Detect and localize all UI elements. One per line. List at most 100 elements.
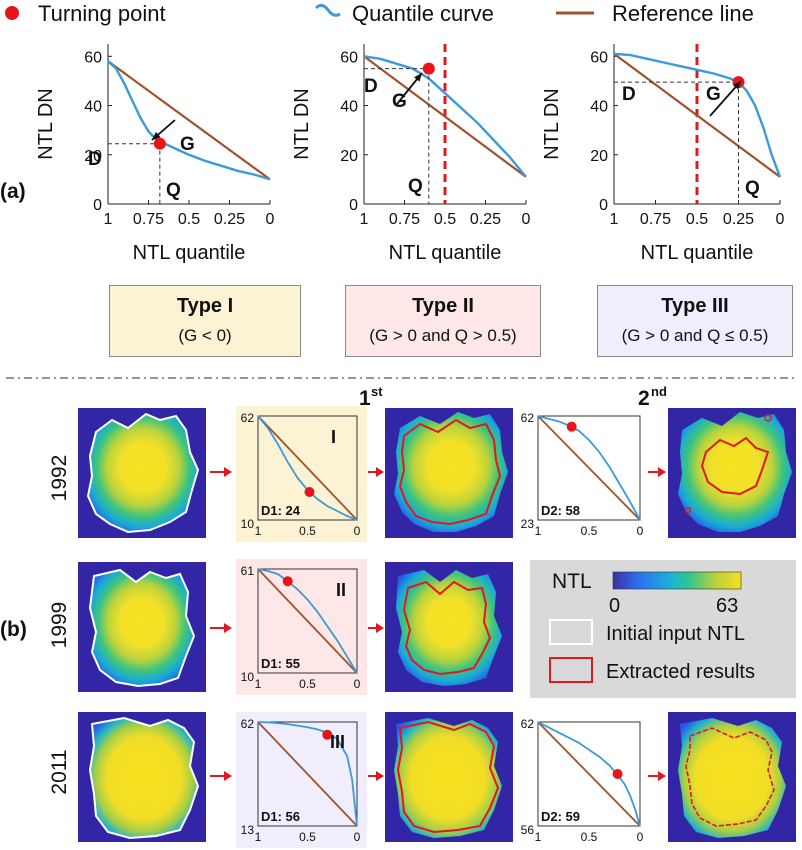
x-tick-label: 1	[255, 677, 262, 691]
map-1999-input	[78, 562, 206, 692]
map-2011-input	[78, 712, 206, 842]
y-tick-label-top: 62	[241, 717, 255, 731]
type-I-chart: 0 20 40 60 1 0.75 0.5 0.25 0 NTL quantile NTL DN D G…	[35, 44, 275, 264]
year-label-1999: 1999	[48, 602, 71, 649]
plot-frame	[257, 721, 358, 827]
type-I-condition: (G < 0)	[178, 326, 232, 345]
label-d: D	[88, 149, 102, 170]
y-tick-label: 60	[340, 49, 358, 66]
type-I-box: Type I (G < 0)	[109, 285, 301, 357]
y-axis-label: NTL DN	[541, 88, 563, 159]
quantile-curve-legend-marker	[314, 3, 341, 17]
y-axis-label: NTL DN	[291, 88, 313, 159]
g-arrow-head	[732, 81, 741, 90]
label-g: G	[392, 91, 407, 112]
x-tick-label: 0	[354, 524, 361, 538]
d-value-label: D1: 55	[261, 656, 300, 671]
y-tick-label: 0	[93, 197, 102, 214]
y-tick-label-top: 61	[241, 564, 255, 578]
stage-first-suffix: st	[371, 384, 383, 399]
type-II-title: Type II	[412, 295, 474, 317]
y-axis-label: NTL DN	[35, 88, 57, 159]
y-tick-label: 20	[340, 148, 358, 165]
type-II-condition: (G > 0 and Q > 0.5)	[369, 326, 517, 345]
type-I-title: Type I	[176, 295, 234, 317]
turning-point-legend-label: Turning point	[38, 1, 166, 26]
turning-point	[304, 487, 315, 497]
initial-ntl-label: Initial input NTL	[606, 623, 745, 645]
chart-2011-first: 62 13 1 0.5 0 III D1: 56	[236, 712, 367, 848]
y-tick-label-top: 62	[521, 717, 535, 731]
y-tick-label: 20	[84, 148, 102, 165]
reference-line	[257, 721, 358, 827]
y-tick-label-bottom: 10	[241, 517, 255, 531]
type-II-box: Type II (G > 0 and Q > 0.5)	[345, 285, 541, 357]
x-tick-label: 0.25	[723, 211, 754, 228]
turning-point	[422, 62, 435, 75]
g-arrow-head	[152, 131, 161, 140]
plot-frame	[257, 415, 358, 521]
panel-label-a: (a)	[0, 180, 26, 203]
label-q: Q	[408, 176, 423, 197]
y-tick-label-top: 62	[241, 411, 255, 425]
type-label: I	[331, 427, 336, 447]
x-tick-label: 1	[104, 211, 113, 228]
map-1992-second-result	[668, 408, 796, 538]
stage-second-number: 2	[638, 387, 650, 410]
x-tick-label: 0.75	[389, 211, 420, 228]
reference-line	[107, 60, 271, 181]
x-tick-label: 0.5	[434, 211, 456, 228]
quantile-curve	[363, 55, 527, 178]
arrow-1999-a	[210, 623, 232, 633]
extracted-results-label: Extracted results	[606, 661, 755, 683]
d-value-label: D2: 59	[541, 809, 580, 824]
reference-line	[257, 568, 358, 674]
x-tick-label: 0.5	[299, 677, 316, 691]
x-tick-label: 0.5	[581, 830, 598, 844]
y-tick-label: 60	[84, 49, 102, 66]
type-II-chart: 0 20 40 60 1 0.75 0.5 0.25 0 NTL quantile NTL DN DG…	[291, 44, 531, 264]
year-label-1992: 1992	[48, 455, 71, 502]
chart-2011-second: 62 56 1 0.5 0 D2: 59	[516, 712, 650, 848]
label-g: G	[706, 84, 721, 105]
x-axis-label: NTL quantile	[641, 242, 754, 264]
y-tick-label: 0	[349, 197, 358, 214]
y-tick-label: 40	[590, 99, 608, 116]
label-d: D	[622, 84, 636, 105]
x-tick-label: 0	[266, 211, 275, 228]
arrow-1999-b	[368, 623, 384, 633]
arrow-1992-a	[210, 467, 232, 477]
map-1999-first-result	[385, 562, 513, 692]
map-2011-second-result	[668, 712, 796, 842]
x-tick-label: 1	[535, 524, 542, 538]
x-tick-label: 0	[354, 830, 361, 844]
stage-heading-second: 2 nd	[638, 384, 667, 410]
ntl-colorbar	[612, 571, 742, 590]
chart-1992-second: 62 23 1 0.5 0 D2: 58	[516, 406, 650, 542]
x-tick-label: 0	[522, 211, 531, 228]
arrow-2011-d	[648, 771, 666, 781]
x-tick-label: 0.5	[299, 830, 316, 844]
y-tick-label-bottom: 13	[241, 823, 255, 837]
type-III-condition: (G > 0 and Q ≤ 0.5)	[621, 326, 769, 345]
d-value-label: D1: 56	[261, 809, 300, 824]
x-tick-label: 0.75	[640, 211, 671, 228]
label-q: Q	[745, 178, 760, 199]
x-tick-label: 0	[637, 524, 644, 538]
x-tick-label: 0.25	[214, 211, 245, 228]
d-value-label: D1: 24	[261, 503, 301, 518]
y-tick-label: 40	[340, 99, 358, 116]
y-tick-label-bottom: 10	[241, 670, 255, 684]
x-tick-label: 0.25	[470, 211, 501, 228]
ntl-legend-box: NTL 0 63 Initial input NTL Extracted res…	[530, 560, 796, 698]
type-III-chart: 0 20 40 60 1 0.75 0.5 0.25 0 NTL quantile NTL DN D G…	[541, 44, 785, 264]
d-value-label: D2: 58	[541, 503, 580, 518]
type-label: II	[336, 580, 346, 600]
y-tick-label: 40	[84, 99, 102, 116]
x-tick-label: 0.5	[299, 524, 316, 538]
x-tick-label: 1	[360, 211, 369, 228]
stage-first-number: 1	[359, 387, 371, 410]
label-g: G	[180, 134, 195, 155]
y-tick-label: 20	[590, 148, 608, 165]
